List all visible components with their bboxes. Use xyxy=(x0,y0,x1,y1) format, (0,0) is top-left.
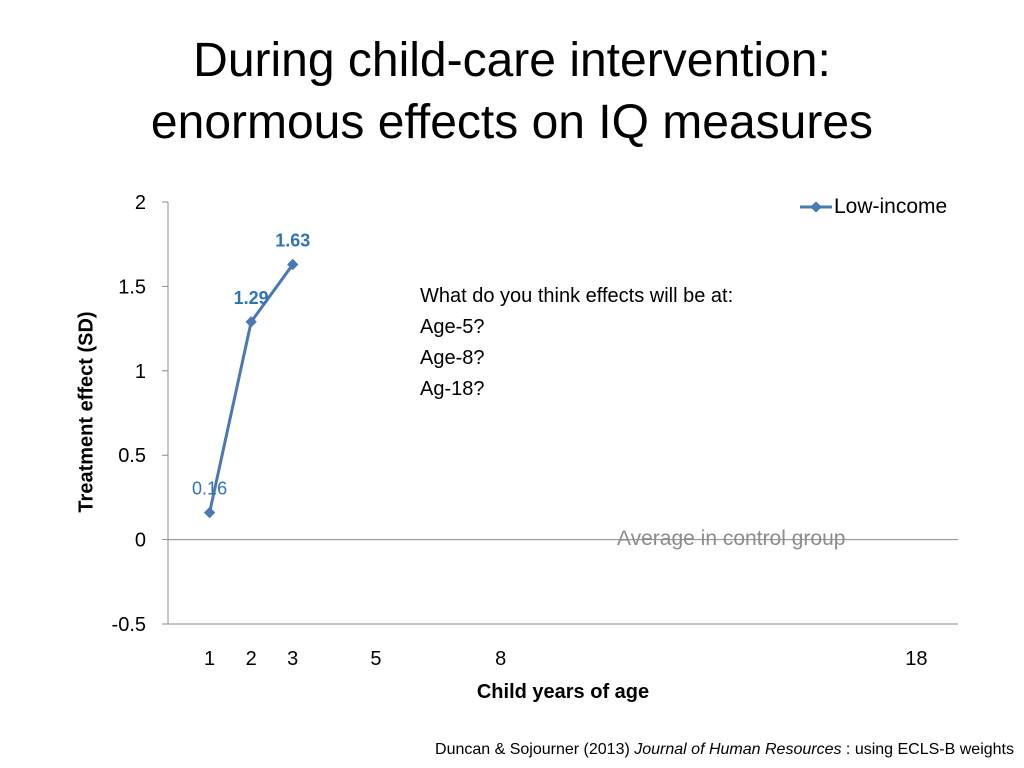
x-tick-label: 3 xyxy=(287,648,298,670)
legend-label: Low-income xyxy=(834,195,948,218)
y-tick-label: 2 xyxy=(135,192,146,214)
x-tick-label: 5 xyxy=(370,648,381,670)
data-point-marker xyxy=(287,258,299,271)
question-annotation: What do you think effects will be at: Ag… xyxy=(420,281,733,405)
citation-note: : using ECLS-B weights xyxy=(845,741,1014,758)
y-tick-label: -0.5 xyxy=(112,614,146,636)
x-axis-title: Child years of age xyxy=(476,681,650,703)
question-age-8: Age-8? xyxy=(420,347,485,369)
control-group-label: Average in control group xyxy=(617,527,846,550)
data-point-marker xyxy=(245,316,257,328)
data-label: 0.16 xyxy=(192,479,227,499)
slide-title: During child-care intervention: enormous… xyxy=(0,30,1024,154)
question-heading: What do you think effects will be at: xyxy=(420,285,734,307)
question-age-5: Age-5? xyxy=(420,316,485,338)
y-axis-title: Treatment effect (SD) xyxy=(75,311,98,513)
x-tick-label: 18 xyxy=(905,648,927,670)
x-tick-label: 1 xyxy=(204,648,215,670)
title-line-2: enormous effects on IQ measures xyxy=(150,96,874,149)
y-tick-label: 1.5 xyxy=(118,276,146,298)
legend-marker xyxy=(800,201,832,213)
citation: Duncan & Sojourner (2013) Journal of Hum… xyxy=(435,741,1014,759)
x-tick-label: 2 xyxy=(246,648,257,670)
y-tick-label: 1 xyxy=(135,361,146,383)
data-label: 1.29 xyxy=(234,288,269,308)
citation-journal: Journal of Human Resources xyxy=(634,741,842,758)
data-point-marker xyxy=(203,506,216,519)
data-label: 1.63 xyxy=(275,230,310,250)
y-tick-label: 0 xyxy=(135,530,146,552)
y-tick-label: 0.5 xyxy=(118,445,146,467)
citation-authors: Duncan & Sojourner (2013) xyxy=(435,741,630,758)
legend: Low-income xyxy=(800,195,947,219)
question-age-18: Ag-18? xyxy=(420,378,485,400)
x-tick-label: 8 xyxy=(495,648,506,670)
title-line-1: During child-care intervention: xyxy=(193,34,831,87)
